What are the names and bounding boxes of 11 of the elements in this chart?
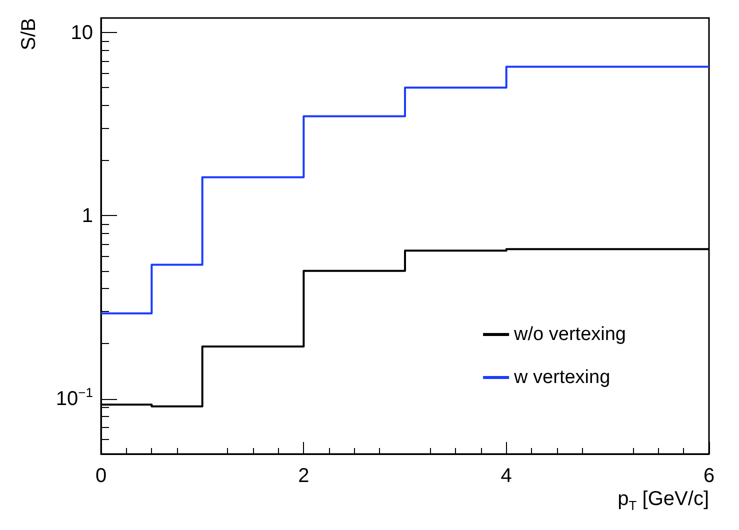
legend-label: w/o vertexing (513, 324, 626, 345)
y-tick-label: 10 (70, 20, 93, 44)
y-tick-label: 10$^{−1}$ (56, 385, 93, 411)
x-axis-title: p$_{T}$ [GeV/c] (618, 487, 709, 513)
x-tick-label: 2 (298, 465, 310, 487)
y-axis-title: S/B (18, 18, 40, 50)
x-tick-label: 6 (703, 465, 715, 487)
x-tick-label: 4 (500, 465, 512, 487)
x-tick-label: 0 (95, 465, 107, 487)
y-tick-label: 1 (82, 204, 93, 228)
legend-label: w vertexing (513, 367, 610, 388)
